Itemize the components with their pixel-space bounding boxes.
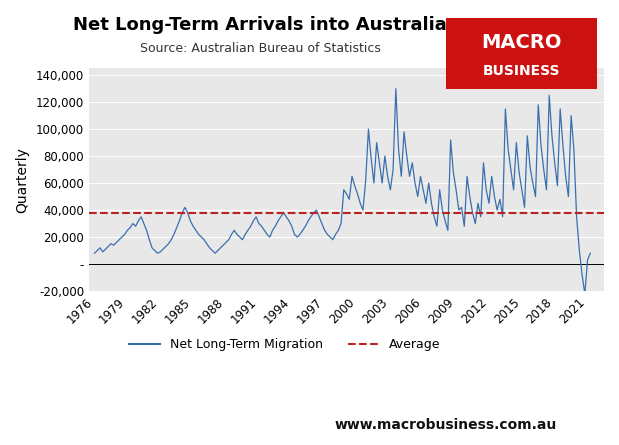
Text: MACRO: MACRO — [481, 33, 562, 52]
Text: BUSINESS: BUSINESS — [483, 64, 560, 78]
Text: Net Long-Term Arrivals into Australia: Net Long-Term Arrivals into Australia — [73, 16, 447, 33]
Legend: Net Long-Term Migration, Average: Net Long-Term Migration, Average — [124, 333, 446, 356]
Text: Source: Australian Bureau of Statistics: Source: Australian Bureau of Statistics — [139, 42, 381, 55]
Y-axis label: Quarterly: Quarterly — [15, 147, 29, 213]
Text: www.macrobusiness.com.au: www.macrobusiness.com.au — [334, 418, 557, 432]
